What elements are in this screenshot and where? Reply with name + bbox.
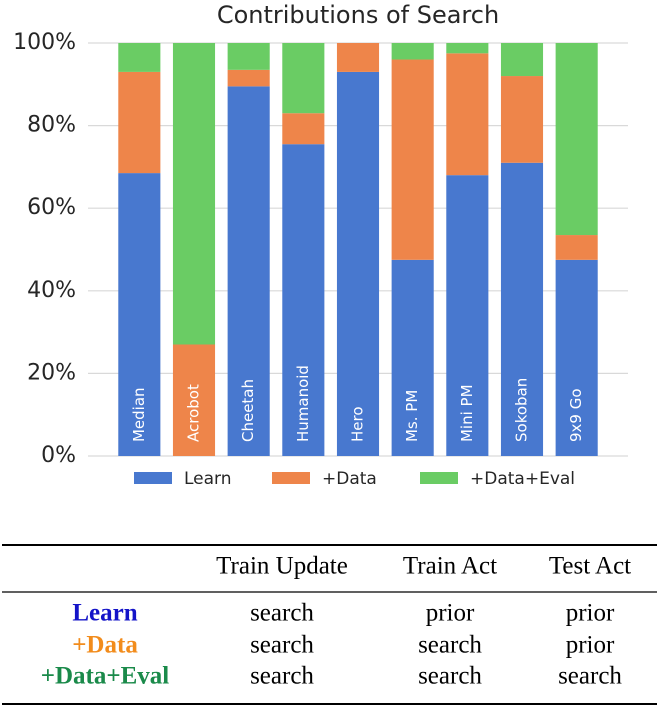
table-header: Train Act xyxy=(403,553,497,580)
bar-segment xyxy=(446,53,489,176)
category-label: 9x9 Go xyxy=(567,388,585,442)
table-cell: search xyxy=(418,632,482,659)
bar-segment xyxy=(555,235,598,260)
legend-swatch xyxy=(420,472,458,484)
y-tick-label: 20% xyxy=(27,360,76,385)
bar-segment xyxy=(391,59,434,260)
bar-segment xyxy=(555,259,598,456)
bar-segment xyxy=(391,43,434,60)
bar-segment xyxy=(555,43,598,236)
bar-segment xyxy=(118,173,161,456)
legend-label: Learn xyxy=(184,469,232,489)
y-tick-label: 40% xyxy=(27,278,76,303)
bar-segment xyxy=(227,43,270,70)
bar-segment xyxy=(336,71,380,456)
bar-segment xyxy=(282,43,325,114)
table-cell: search xyxy=(250,600,314,627)
chart: Contributions of Search 0% 20% 40% 60% 80% 10… xyxy=(13,1,628,489)
table-cell: prior xyxy=(426,600,475,627)
legend-swatch xyxy=(134,472,172,484)
category-label: Median xyxy=(130,387,148,442)
bar-segment xyxy=(227,86,270,457)
table-cell: search xyxy=(250,663,314,690)
row-label: Learn xyxy=(72,600,137,627)
table-header: Train Update xyxy=(216,553,348,580)
bar-segment xyxy=(172,344,216,456)
bar-segment xyxy=(500,162,544,456)
category-label: Ms. PM xyxy=(403,390,421,442)
bar-segment xyxy=(282,113,325,145)
category-label: Acrobot xyxy=(185,384,203,442)
category-label: Hero xyxy=(349,406,367,442)
table-cell: search xyxy=(418,663,482,690)
category-label: Humanoid xyxy=(294,365,312,442)
legend-label: +Data+Eval xyxy=(470,469,575,489)
row-label: +Data xyxy=(72,632,138,659)
chart-title: Contributions of Search xyxy=(217,1,499,29)
table: Train Update Train Act Test Act Learn search… xyxy=(2,544,657,705)
bar-segment xyxy=(336,43,380,72)
legend-label: +Data xyxy=(322,469,377,489)
bar-segment xyxy=(446,43,489,54)
category-label: Sokoban xyxy=(513,378,531,442)
bar-segment xyxy=(282,144,325,456)
bar-segment xyxy=(118,71,161,174)
table-cell: search xyxy=(558,663,622,690)
bar-segment xyxy=(500,43,544,77)
table-cell: prior xyxy=(566,632,615,659)
bar-segment xyxy=(227,69,270,87)
bar-segment xyxy=(118,43,161,72)
bar-segment xyxy=(500,76,544,163)
category-label: Mini PM xyxy=(458,384,476,442)
bar-segment xyxy=(172,43,216,345)
category-label: Cheetah xyxy=(239,379,257,442)
bar-segment xyxy=(391,259,434,456)
row-label: +Data+Eval xyxy=(41,663,170,690)
y-tick-label: 100% xyxy=(13,30,76,55)
bar-segment xyxy=(446,175,489,456)
y-tick-label: 0% xyxy=(41,443,76,468)
legend-swatch xyxy=(272,472,310,484)
y-tick-label: 80% xyxy=(27,113,76,138)
table-cell: prior xyxy=(566,600,615,627)
table-cell: search xyxy=(250,632,314,659)
table-header: Test Act xyxy=(549,553,631,580)
y-tick-label: 60% xyxy=(27,195,76,220)
